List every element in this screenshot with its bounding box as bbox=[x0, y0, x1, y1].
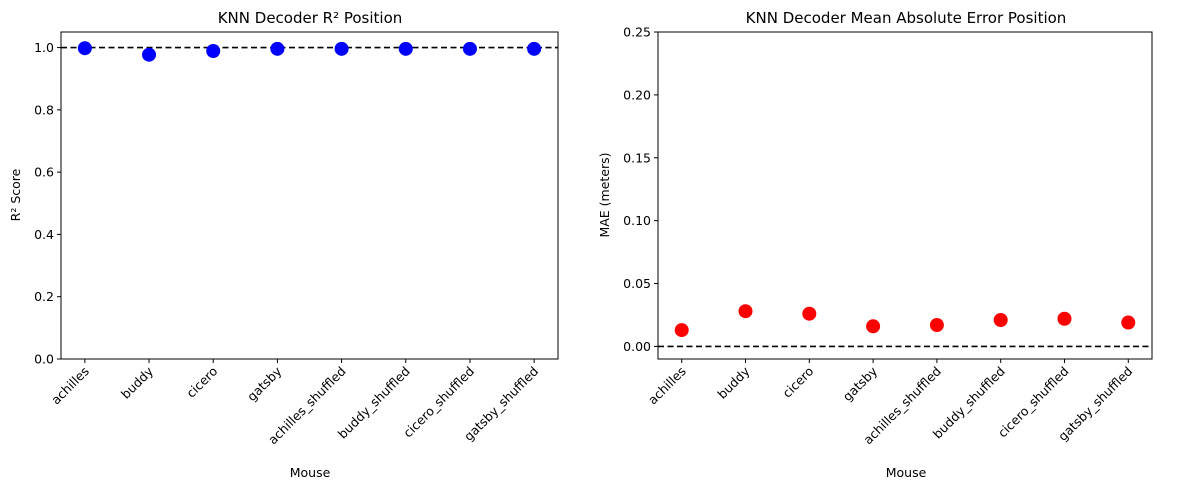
x-tick-label: gatsby bbox=[840, 363, 881, 404]
y-tick-label: 1.0 bbox=[34, 40, 54, 55]
x-tick-label: buddy bbox=[714, 363, 753, 402]
data-point bbox=[866, 319, 881, 334]
data-point bbox=[462, 41, 477, 56]
data-point bbox=[206, 43, 221, 58]
y-tick-label: 0.05 bbox=[623, 276, 651, 291]
x-tick-label: cicero bbox=[779, 364, 816, 401]
y-axis-label: MAE (meters) bbox=[597, 152, 612, 237]
y-tick-label: 0.15 bbox=[623, 150, 651, 165]
data-point bbox=[334, 41, 349, 56]
chart-title: KNN Decoder R² Position bbox=[218, 9, 403, 27]
data-point bbox=[270, 41, 285, 56]
r2-chart: KNN Decoder R² Position Mouse R² Score 0… bbox=[8, 9, 559, 480]
mae-chart: KNN Decoder Mean Absolute Error Position… bbox=[597, 9, 1153, 480]
data-point bbox=[142, 47, 157, 62]
plot-frame bbox=[657, 31, 1153, 360]
x-tick-label: achilles bbox=[645, 364, 689, 408]
y-axis-label: R² Score bbox=[8, 168, 23, 221]
data-point bbox=[993, 313, 1008, 328]
data-point bbox=[527, 41, 542, 56]
x-axis-label: Mouse bbox=[886, 465, 927, 480]
data-point bbox=[929, 318, 944, 333]
y-tick-label: 0.00 bbox=[623, 339, 651, 354]
x-tick-label: cicero bbox=[183, 364, 220, 401]
y-tick-label: 0.20 bbox=[623, 87, 651, 102]
data-point bbox=[1057, 311, 1072, 326]
y-tick-label: 0.6 bbox=[34, 165, 54, 180]
y-tick-label: 0.4 bbox=[34, 227, 54, 242]
x-tick-label: buddy bbox=[118, 363, 157, 402]
plot-frame bbox=[60, 31, 559, 360]
y-tick-label: 0.2 bbox=[34, 289, 54, 304]
data-point bbox=[674, 323, 689, 338]
data-point bbox=[1121, 315, 1136, 330]
data-point bbox=[398, 41, 413, 56]
x-tick-label: achilles bbox=[48, 364, 92, 408]
y-tick-label: 0.25 bbox=[623, 25, 651, 40]
y-tick-label: 0.8 bbox=[34, 102, 54, 117]
data-point bbox=[77, 41, 92, 56]
data-point bbox=[802, 306, 817, 321]
x-axis-label: Mouse bbox=[290, 465, 331, 480]
y-tick-label: 0.10 bbox=[623, 213, 651, 228]
x-tick-label: gatsby bbox=[244, 363, 285, 404]
chart-title: KNN Decoder Mean Absolute Error Position bbox=[746, 9, 1067, 27]
data-point bbox=[738, 304, 753, 319]
y-tick-label: 0.0 bbox=[34, 352, 54, 367]
